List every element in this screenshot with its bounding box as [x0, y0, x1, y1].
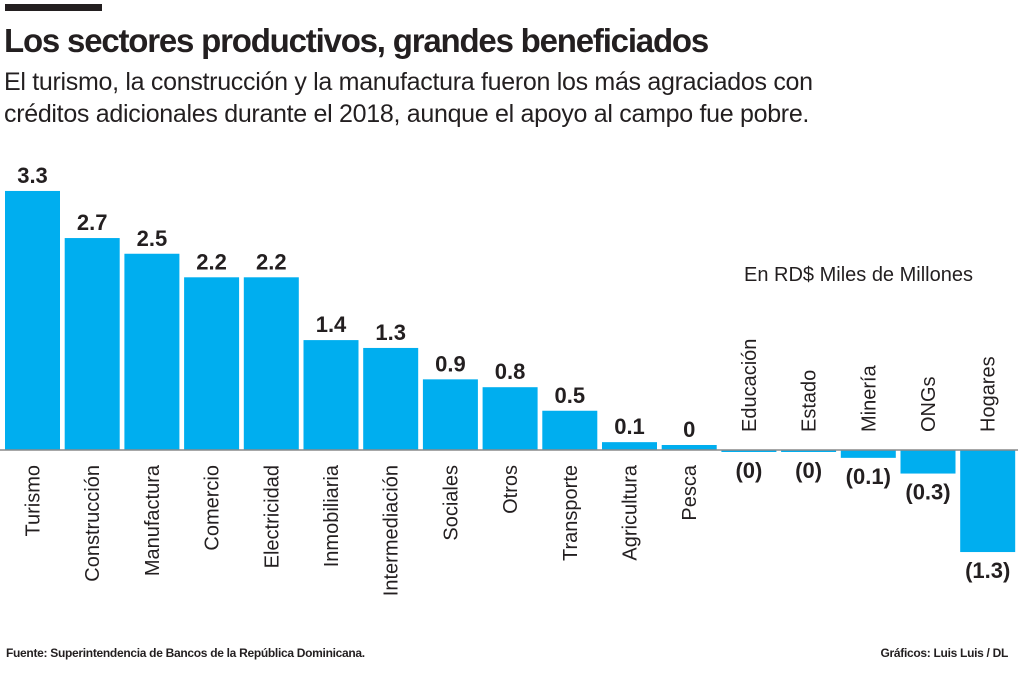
source-note: Fuente: Superintendencia de Bancos de la… — [6, 646, 365, 660]
data-label: 3.3 — [17, 163, 48, 188]
category-label: Intermediación — [381, 465, 403, 596]
data-label: (0) — [795, 458, 822, 483]
bar — [542, 410, 598, 450]
category-label: Turismo — [23, 465, 45, 536]
data-label: (0.1) — [846, 464, 891, 489]
data-label: 2.2 — [256, 249, 287, 274]
credit-note: Gráficos: Luis Luis / DL — [880, 646, 1009, 660]
top-accent-bar — [5, 4, 102, 11]
bar — [5, 190, 60, 450]
category-label: Transporte — [560, 465, 582, 561]
data-label: 0 — [683, 417, 695, 442]
bar — [840, 450, 896, 458]
category-label: Minería — [858, 364, 880, 432]
category-label: Pesca — [679, 464, 701, 520]
bar — [602, 442, 657, 450]
category-label: Agricultura — [620, 464, 642, 560]
bar — [303, 340, 359, 450]
bar — [781, 450, 837, 452]
category-label: Educación — [739, 339, 761, 432]
data-label: 0.9 — [435, 351, 466, 376]
bar — [184, 277, 240, 450]
category-label: Construcción — [82, 465, 104, 582]
data-label: 0.8 — [495, 359, 526, 384]
bar — [243, 277, 299, 450]
data-label: 2.2 — [196, 249, 227, 274]
data-label: (1.3) — [965, 558, 1010, 583]
bar — [721, 450, 777, 452]
data-label: 2.7 — [77, 210, 108, 235]
data-label: (0) — [735, 458, 762, 483]
bar — [661, 445, 717, 450]
chart-subtitle: El turismo, la construcción y la manufac… — [4, 68, 813, 128]
category-label: Manufactura — [142, 464, 164, 576]
category-label: ONGs — [918, 376, 940, 432]
data-label: 2.5 — [137, 226, 168, 251]
bar — [900, 450, 956, 474]
category-label: Electricidad — [261, 465, 283, 568]
chart-title: Los sectores productivos, grandes benefi… — [4, 22, 709, 59]
category-label: Inmobiliaria — [321, 464, 343, 567]
category-label: Estado — [799, 370, 821, 432]
bar — [960, 450, 1016, 553]
category-label: Sociales — [440, 465, 462, 541]
bar — [422, 379, 478, 450]
unit-label: En RD$ Miles de Millones — [744, 264, 973, 286]
bar — [124, 253, 180, 450]
category-label: Hogares — [978, 356, 1000, 432]
bar — [482, 387, 538, 450]
bar — [363, 347, 419, 450]
data-label: 1.3 — [375, 320, 406, 345]
bar — [64, 238, 120, 450]
category-label: Otros — [500, 465, 522, 514]
data-label: 0.1 — [614, 414, 645, 439]
data-label: (0.3) — [905, 480, 950, 505]
data-label: 1.4 — [316, 312, 347, 337]
data-label: 0.5 — [555, 383, 586, 408]
category-label: Comercio — [202, 465, 224, 551]
